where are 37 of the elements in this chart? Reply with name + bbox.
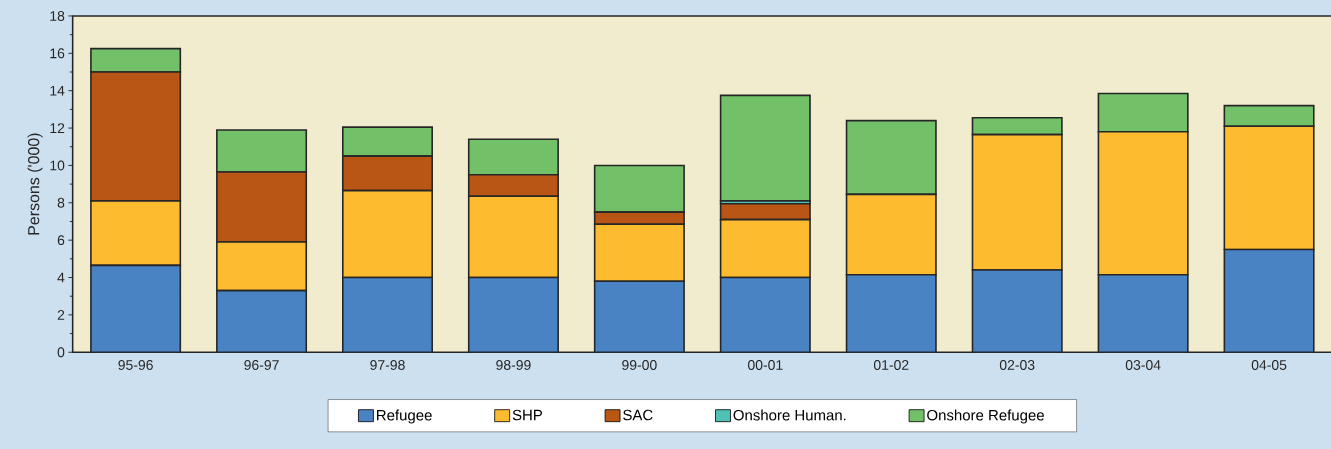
- bar: [467, 276, 559, 353]
- x-tick-label: 97-98: [370, 360, 405, 370]
- y-axis-title: Persons ('000): [27, 133, 43, 235]
- bar: [719, 276, 811, 353]
- x-tick-label: 04-05: [1251, 360, 1287, 370]
- bar: [593, 280, 685, 353]
- y-tick-label: 10: [50, 160, 65, 171]
- legend-label: Onshore Human.: [733, 409, 846, 421]
- x-tick-label: 98-99: [496, 360, 531, 370]
- bar: [1223, 248, 1315, 353]
- y-tick-label: 0: [57, 347, 65, 358]
- x-tick-label: 02-03: [999, 360, 1035, 370]
- legend-label: SAC: [623, 409, 653, 421]
- x-tick-label: 96-97: [244, 360, 279, 370]
- bar: [216, 289, 308, 353]
- x-tick-label: 01-02: [873, 360, 909, 370]
- y-tick-label: 14: [50, 85, 65, 96]
- legend-label: Onshore Refugee: [927, 409, 1044, 424]
- bar: [341, 276, 433, 353]
- legend-label: SHP: [512, 409, 543, 421]
- bar: [1097, 273, 1189, 353]
- y-tick-label: 12: [50, 123, 65, 133]
- bar: [719, 94, 811, 202]
- bar: [845, 273, 937, 353]
- x-tick-label: 00-01: [748, 360, 783, 370]
- bar: [90, 264, 182, 353]
- y-tick-label: 8: [57, 197, 65, 208]
- y-tick-label: 18: [50, 10, 65, 21]
- y-tick-label: 4: [57, 272, 65, 283]
- y-tick-label: 6: [57, 235, 65, 246]
- legend-label: Refugee: [377, 409, 432, 424]
- x-tick-label: 03-04: [1125, 360, 1161, 370]
- bar: [972, 270, 1062, 353]
- x-tick-label: 95-96: [118, 360, 153, 370]
- y-tick-label: 16: [50, 48, 65, 59]
- x-tick-label: 99-00: [622, 360, 657, 370]
- y-tick-label: 2: [57, 309, 65, 320]
